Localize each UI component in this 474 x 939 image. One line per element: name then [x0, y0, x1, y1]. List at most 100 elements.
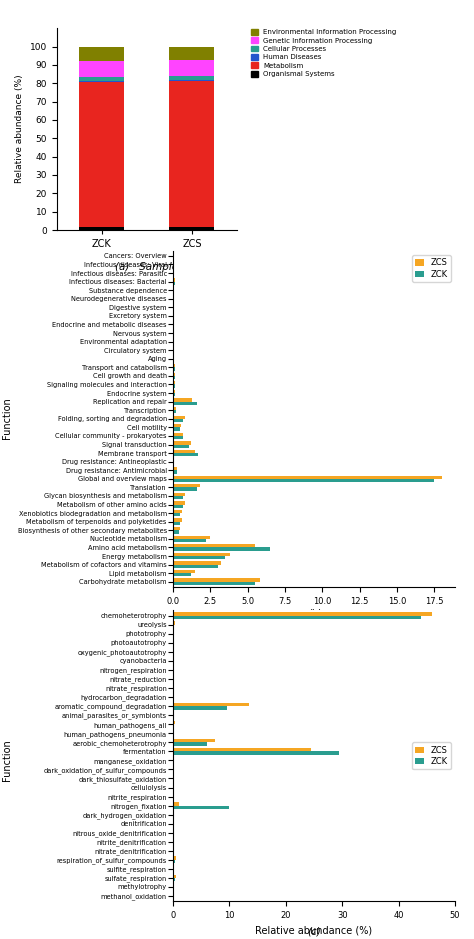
Bar [173, 255, 174, 259]
Bar [169, 227, 214, 230]
Bar [173, 504, 183, 508]
Bar [173, 356, 174, 359]
Bar [173, 307, 174, 311]
Bar [79, 47, 124, 61]
Text: Function: Function [2, 740, 12, 781]
Bar [169, 76, 214, 81]
Bar [173, 390, 174, 393]
Bar [173, 450, 195, 454]
Bar [173, 545, 255, 547]
Bar [169, 82, 214, 227]
Bar [173, 706, 227, 710]
Bar [79, 77, 124, 82]
Bar [173, 562, 221, 564]
Bar [173, 856, 176, 860]
Bar [173, 510, 182, 513]
Bar [173, 433, 183, 436]
Bar [173, 367, 174, 371]
Bar [173, 287, 174, 290]
Bar [173, 416, 185, 419]
Bar [173, 748, 311, 751]
Bar [173, 296, 174, 299]
Bar [173, 419, 183, 422]
Bar [173, 487, 197, 491]
Bar [173, 570, 195, 573]
Bar [173, 721, 175, 724]
Bar [173, 393, 174, 396]
Legend: ZCS, ZCK: ZCS, ZCK [412, 254, 451, 282]
Bar [173, 496, 183, 500]
Bar [173, 407, 176, 410]
Bar [173, 582, 255, 585]
Bar [173, 398, 192, 402]
Bar [173, 350, 174, 353]
Bar [173, 475, 442, 479]
Bar [173, 470, 177, 473]
X-axis label: Relative abundance (%): Relative abundance (%) [255, 611, 373, 622]
Bar [173, 427, 181, 431]
Bar [173, 364, 174, 367]
Bar [169, 47, 214, 60]
Bar [173, 479, 434, 482]
Bar [173, 333, 174, 336]
Bar [173, 410, 176, 413]
Bar [173, 806, 229, 809]
Bar [173, 556, 225, 560]
Bar [173, 359, 174, 362]
Bar [173, 676, 174, 679]
Bar [173, 535, 210, 539]
Bar [173, 501, 185, 504]
Bar [173, 321, 174, 325]
Legend: Environmental Information Processing, Genetic Information Processing, Cellular P: Environmental Information Processing, Ge… [249, 27, 398, 79]
Bar [173, 269, 174, 273]
Bar [173, 304, 174, 307]
Bar [173, 384, 174, 388]
Bar [173, 424, 181, 427]
Y-axis label: Relative abundance (%): Relative abundance (%) [15, 75, 24, 183]
Text: Function: Function [2, 397, 12, 439]
Bar [173, 564, 218, 568]
Bar [173, 278, 174, 282]
Bar [173, 612, 432, 616]
Bar [173, 316, 174, 319]
Bar [173, 330, 174, 333]
Bar [173, 261, 174, 265]
Text: (a)   Sample: (a) Sample [115, 262, 179, 272]
Bar [79, 227, 124, 230]
Bar [173, 547, 270, 550]
Bar [173, 518, 182, 522]
Bar [173, 878, 175, 882]
Bar [173, 290, 174, 293]
Bar [173, 622, 175, 624]
Bar [173, 739, 215, 743]
Bar [173, 578, 260, 582]
Bar [79, 83, 124, 227]
Bar [173, 462, 174, 465]
Bar [173, 444, 190, 448]
Bar [173, 860, 175, 863]
Bar [173, 373, 174, 376]
Bar [173, 282, 174, 285]
Bar [173, 522, 181, 525]
Bar [173, 253, 174, 255]
Bar [173, 342, 174, 345]
Bar [173, 265, 174, 268]
Bar [173, 724, 174, 728]
Bar [169, 60, 214, 76]
Bar [173, 325, 174, 328]
Bar [173, 458, 174, 462]
Bar [173, 273, 174, 276]
Bar [173, 757, 174, 761]
Bar [173, 802, 179, 806]
Bar [79, 61, 124, 77]
Bar [173, 467, 177, 470]
Bar [173, 436, 182, 439]
Bar [173, 402, 197, 405]
Bar [173, 743, 207, 746]
Bar [173, 531, 179, 533]
Bar [173, 346, 174, 350]
Bar [173, 573, 191, 577]
Bar [173, 527, 181, 531]
Bar [173, 821, 174, 824]
Bar [173, 624, 174, 628]
